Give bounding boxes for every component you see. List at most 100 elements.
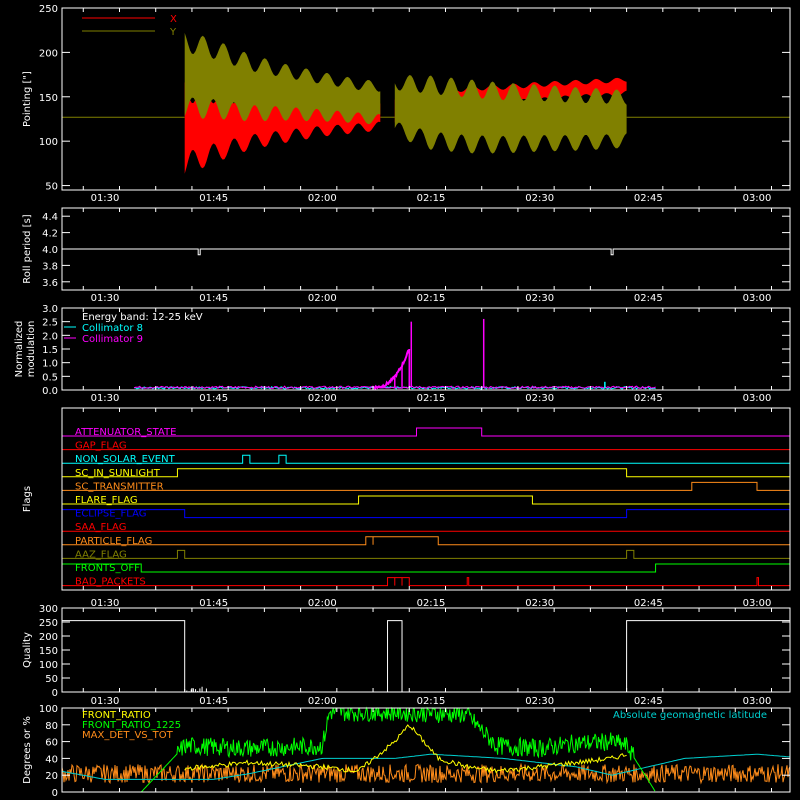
ratio-max-det-vs-tot-line: [61, 762, 791, 785]
quality-ytick-label: 200: [39, 632, 58, 643]
pointing-frame: [61, 7, 791, 191]
pointing-legend-y: Y: [169, 27, 177, 38]
quality-time-label: 03:00: [743, 696, 772, 707]
pointing-ytick-label: 100: [39, 137, 58, 148]
roll-ytick-label: 4.2: [42, 229, 58, 240]
pointing-legend-x: X: [170, 14, 177, 25]
pointing-ytick-label: 150: [39, 93, 58, 104]
roll-ytick-label: 3.6: [42, 278, 58, 289]
pointing-time-label: 02:00: [308, 193, 337, 204]
roll-ylabel: Roll period [s]: [22, 214, 33, 283]
flag-line-particle-flag: [62, 536, 790, 546]
flag-line-aaz-flag: [62, 549, 790, 559]
flag-line-attenuator-state: [62, 427, 790, 437]
flag-line-eclipse-flag: [61, 509, 791, 519]
pointing-time-label: 03:00: [743, 193, 772, 204]
roll-ytick-label: 3.8: [42, 261, 58, 272]
roll-time-label: 02:00: [308, 293, 337, 304]
ratio-legend-entry: MAX_DET_VS_TOT: [82, 730, 174, 741]
pointing-time-label: 01:45: [199, 193, 228, 204]
modulation-time-label: 01:45: [199, 393, 228, 404]
flags-time-label: 02:00: [308, 598, 337, 609]
quality-ytick-label: 0: [52, 688, 58, 699]
flag-label: BAD_PACKETS: [75, 577, 146, 588]
modulation-time-label: 02:00: [308, 393, 337, 404]
modulation-ytick-label: 3.0: [42, 304, 58, 315]
quality-ytick-label: 50: [45, 674, 58, 685]
quality-ytick-label: 300: [39, 604, 58, 615]
modulation-ytick-label: 0.5: [42, 372, 58, 383]
flag-label: NON_SOLAR_EVENT: [75, 454, 176, 465]
flag-label: ATTENUATOR_STATE: [75, 427, 176, 438]
pointing-ytick-label: 200: [39, 48, 58, 59]
pointing-time-label: 02:45: [634, 193, 663, 204]
ratios-ytick-label: 0: [52, 788, 58, 799]
pointing-y-band: [184, 32, 381, 125]
flags-time-label: 02:15: [417, 598, 446, 609]
ratio-front-ratio-1225-line: [140, 706, 656, 793]
ratio-latitude-line: [61, 753, 791, 780]
modulation-legend-entry: Collimator 8: [82, 323, 143, 334]
quality-time-label: 01:45: [199, 696, 228, 707]
quality-time-label: 02:15: [417, 696, 446, 707]
ratio-legend-entry: FRONT_RATIO: [82, 710, 151, 721]
modulation-collimator9-line: [133, 385, 656, 390]
ratios-ytick-label: 20: [45, 771, 58, 782]
flag-label: ECLIPSE_FLAG: [75, 509, 146, 520]
roll-time-label: 02:45: [634, 293, 663, 304]
modulation-time-label: 03:00: [743, 393, 772, 404]
flags-frame: [61, 407, 791, 591]
roll-ytick-label: 4.0: [42, 245, 58, 256]
text-layer: 01:30 01:45 02:00 02:15 02:30 02:45 03:00 50 100…: [14, 4, 771, 799]
flag-line-flare-flag: [62, 495, 790, 505]
modulation-time-label: 02:15: [417, 393, 446, 404]
roll-ytick-label: 4.4: [42, 212, 58, 223]
modulation-ytick-label: 1.5: [42, 345, 58, 356]
flag-label: GAP_FLAG: [75, 441, 127, 452]
roll-period-line: [62, 248, 790, 256]
flags-time-label: 02:45: [634, 598, 663, 609]
pointing-ylabel: Pointing ["]: [22, 71, 33, 127]
ratios-ylabel: Degrees or %: [22, 716, 33, 784]
pointing-ytick-label: 50: [45, 182, 58, 193]
ratio-legend-entry: FRONT_RATIO_1225: [82, 720, 181, 731]
flag-line-sc-in-sunlight: [62, 468, 790, 478]
flag-line-fronts-off: [61, 563, 791, 573]
roll-time-label: 02:30: [525, 293, 554, 304]
quality-time-label: 02:00: [308, 696, 337, 707]
ratios-ytick-label: 60: [45, 738, 58, 749]
modulation-ytick-label: 2.5: [42, 318, 58, 329]
pointing-ytick-label: 250: [39, 4, 58, 15]
flag-label: PARTICLE_FLAG: [75, 536, 152, 547]
quality-line: [62, 620, 790, 693]
data-layer: [61, 32, 791, 793]
modulation-time-label: 02:45: [634, 393, 663, 404]
flag-label: SAA_FLAG: [75, 522, 126, 533]
axes-layer: [61, 7, 791, 793]
quality-ytick-label: 250: [39, 618, 58, 629]
roll-time-label: 03:00: [743, 293, 772, 304]
flag-label: SC_TRANSMITTER: [75, 481, 164, 492]
flag-line-sc-transmitter: [62, 481, 790, 491]
roll-time-label: 01:45: [199, 293, 228, 304]
flags-ylabel: Flags: [22, 486, 33, 512]
ratios-frame: [61, 707, 791, 793]
modulation-ytick-label: 0.0: [42, 386, 58, 397]
quality-time-label: 01:30: [91, 696, 120, 707]
modulation-time-label: 01:30: [91, 393, 120, 404]
flags-time-label: 01:30: [91, 598, 120, 609]
ratio-front-ratio-line: [184, 724, 627, 774]
pointing-time-label: 02:30: [525, 193, 554, 204]
quality-ylabel: Quality: [22, 632, 33, 668]
flag-label: FLARE_FLAG: [75, 495, 138, 506]
modulation-legend-entry: Energy band: 12-25 keV: [82, 312, 203, 323]
ratios-ytick-label: 100: [39, 704, 58, 715]
modulation-legend-entry: Collimator 9: [82, 334, 143, 345]
modulation-ylabel-line2: modulation: [26, 321, 37, 378]
modulation-collimator9-rise: [372, 348, 411, 391]
quality-time-label: 02:30: [525, 696, 554, 707]
pointing-y-band: [394, 75, 627, 154]
ratios-ytick-label: 40: [45, 754, 58, 765]
roll-time-label: 02:15: [417, 293, 446, 304]
